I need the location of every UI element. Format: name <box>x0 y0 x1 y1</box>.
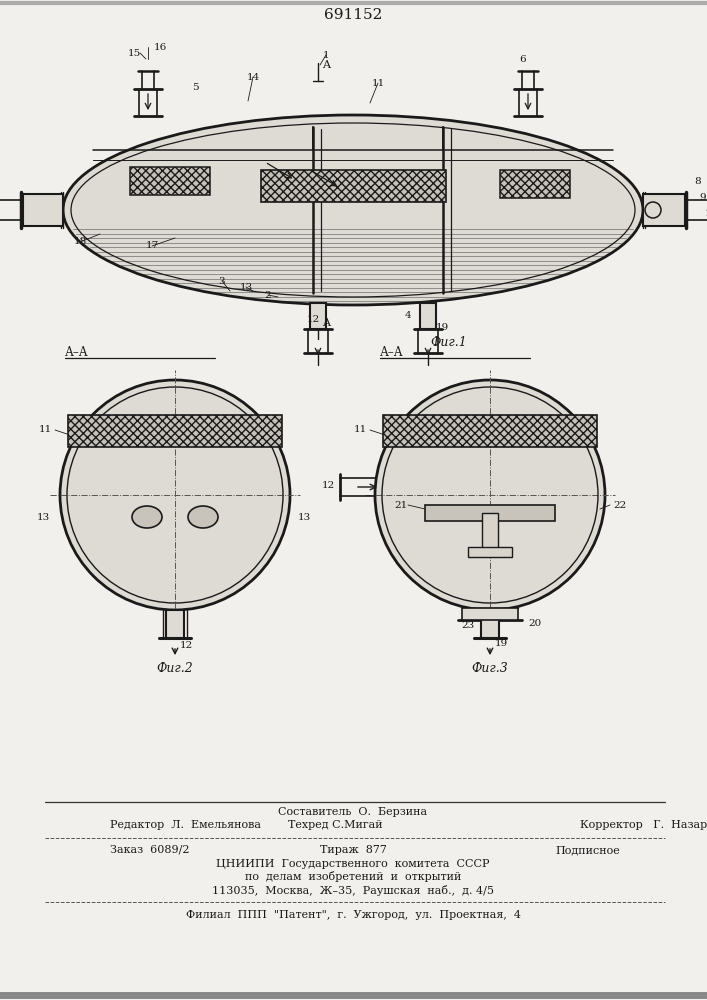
Text: 23: 23 <box>462 621 475 631</box>
Bar <box>500 170 570 198</box>
Text: Фиг.1: Фиг.1 <box>430 336 467 350</box>
Text: 15: 15 <box>127 48 141 57</box>
Text: 13: 13 <box>37 512 50 522</box>
Text: Составитель  О.  Берзина: Составитель О. Берзина <box>279 807 428 817</box>
Text: Редактор  Л.  Емельянова: Редактор Л. Емельянова <box>110 820 261 830</box>
Bar <box>23 194 63 226</box>
Text: 12: 12 <box>306 314 320 324</box>
Text: 4: 4 <box>404 310 411 320</box>
Bar <box>481 610 499 638</box>
Text: 18: 18 <box>74 237 87 246</box>
Text: 12: 12 <box>180 641 193 650</box>
Text: 11: 11 <box>39 426 52 434</box>
Text: 19: 19 <box>495 640 508 648</box>
Text: 14: 14 <box>246 73 259 82</box>
Ellipse shape <box>132 506 162 528</box>
Text: А–А: А–А <box>380 346 404 359</box>
PathPatch shape <box>63 115 643 305</box>
Text: 19: 19 <box>436 322 449 332</box>
Text: A: A <box>322 318 330 328</box>
Text: 13: 13 <box>240 282 252 292</box>
Text: Тираж  877: Тираж 877 <box>320 845 387 855</box>
Text: 10: 10 <box>704 210 707 219</box>
Text: 6: 6 <box>520 55 526 64</box>
Text: 22: 22 <box>613 500 626 510</box>
Ellipse shape <box>63 115 643 305</box>
Text: 12: 12 <box>322 481 335 489</box>
Text: по  делам  изобретений  и  открытий: по делам изобретений и открытий <box>245 871 461 882</box>
Text: 113035,  Москва,  Ж–35,  Раушская  наб.,  д. 4/5: 113035, Москва, Ж–35, Раушская наб., д. … <box>212 884 494 896</box>
Text: 691152: 691152 <box>324 8 382 22</box>
Ellipse shape <box>188 506 218 528</box>
Text: 13: 13 <box>298 512 311 522</box>
Circle shape <box>645 202 661 218</box>
Bar <box>166 610 184 638</box>
Text: 2: 2 <box>264 290 271 300</box>
Bar <box>425 505 555 521</box>
Text: Заказ  6089/2: Заказ 6089/2 <box>110 845 189 855</box>
Bar <box>68 415 282 447</box>
Text: Подписное: Подписное <box>555 845 620 855</box>
Text: A: A <box>322 60 330 70</box>
Text: 5: 5 <box>192 83 198 92</box>
Text: 17: 17 <box>146 241 158 250</box>
Text: 8: 8 <box>695 178 701 186</box>
Text: Фиг.2: Фиг.2 <box>157 662 194 674</box>
Bar <box>310 303 326 329</box>
Text: 20: 20 <box>528 619 542 629</box>
Text: 1: 1 <box>322 50 329 60</box>
Text: 3: 3 <box>218 276 226 286</box>
Bar <box>261 170 446 202</box>
Text: Филиал  ППП  "Патент",  г.  Ужгород,  ул.  Проектная,  4: Филиал ППП "Патент", г. Ужгород, ул. Про… <box>185 910 520 920</box>
Bar <box>482 513 498 553</box>
Bar <box>468 547 512 557</box>
Text: А–А: А–А <box>65 346 88 359</box>
Bar <box>462 608 518 620</box>
Ellipse shape <box>375 380 605 610</box>
Bar <box>383 415 597 447</box>
Text: Корректор   Г.  Назарова: Корректор Г. Назарова <box>580 820 707 830</box>
Text: 21: 21 <box>395 500 408 510</box>
Text: 9: 9 <box>700 194 706 202</box>
Text: 16: 16 <box>153 42 167 51</box>
Text: ЦНИИПИ  Государственного  комитета  СССР: ЦНИИПИ Государственного комитета СССР <box>216 859 490 869</box>
Bar <box>420 303 436 329</box>
Ellipse shape <box>60 380 290 610</box>
Text: Техред С.Мигай: Техред С.Мигай <box>288 820 382 830</box>
Text: 11: 11 <box>354 426 367 434</box>
Bar <box>130 167 210 195</box>
Bar <box>643 194 685 226</box>
Text: Фиг.3: Фиг.3 <box>472 662 508 674</box>
Text: 11: 11 <box>371 79 385 88</box>
